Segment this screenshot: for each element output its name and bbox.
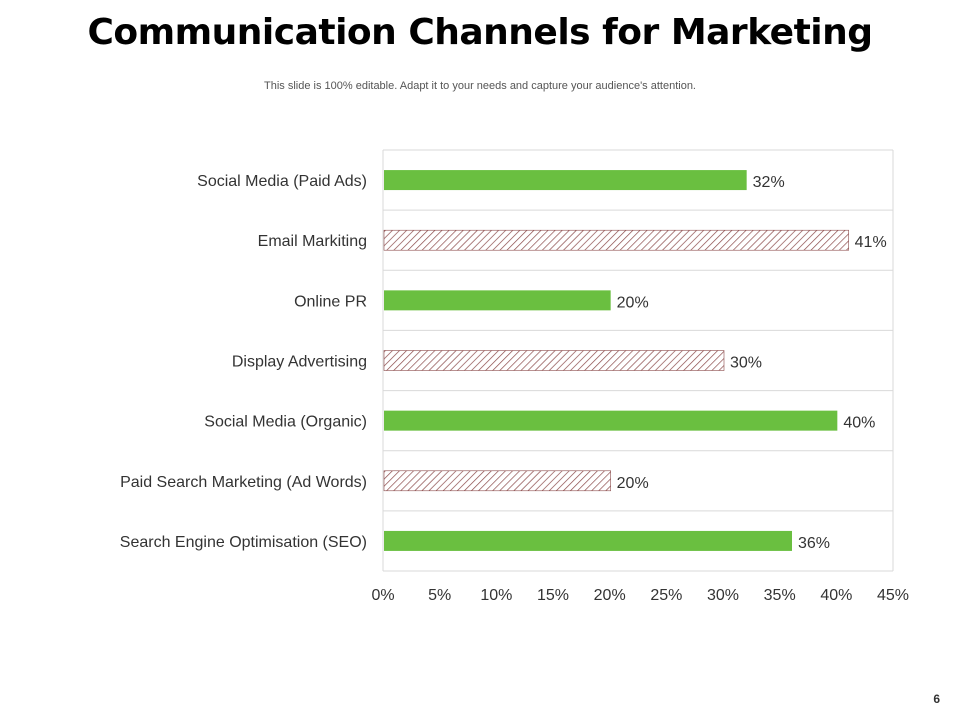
value-label: 20% — [617, 475, 649, 492]
slide-title: Communication Channels for Marketing — [87, 12, 873, 53]
x-tick-label: 30% — [707, 587, 739, 604]
category-label: Display Advertising — [232, 354, 367, 371]
x-tick-label: 10% — [480, 587, 512, 604]
bar — [383, 470, 611, 492]
category-label: Paid Search Marketing (Ad Words) — [120, 474, 367, 491]
category-label: Search Engine Optimisation (SEO) — [120, 534, 367, 551]
x-tick-label: 45% — [877, 587, 909, 604]
x-tick-label: 15% — [537, 587, 569, 604]
value-label: 40% — [843, 415, 875, 432]
slide-subtitle: This slide is 100% editable. Adapt it to… — [264, 80, 696, 92]
x-tick-label: 20% — [594, 587, 626, 604]
value-label: 36% — [798, 535, 830, 552]
chart-bars — [383, 170, 849, 551]
value-label: 41% — [855, 234, 887, 251]
bar — [384, 410, 838, 431]
chart-grid — [382, 149, 894, 572]
category-label: Online PR — [294, 293, 367, 310]
category-label: Email Markiting — [258, 233, 367, 250]
category-label: Social Media (Paid Ads) — [197, 173, 367, 190]
chart-labels: Social Media (Paid Ads) 32% Email Markitin… — [120, 173, 909, 604]
bar — [383, 350, 725, 371]
x-tick-label: 35% — [764, 587, 796, 604]
bar — [384, 530, 792, 551]
x-tick-label: 5% — [428, 587, 451, 604]
bar — [383, 229, 849, 251]
bar — [384, 170, 747, 191]
value-label: 30% — [730, 355, 762, 372]
category-label: Social Media (Organic) — [204, 414, 367, 431]
bar — [384, 290, 611, 311]
value-label: 20% — [617, 294, 649, 311]
x-tick-label: 0% — [371, 587, 394, 604]
x-tick-label: 25% — [650, 587, 682, 604]
value-label: 32% — [753, 174, 785, 191]
x-tick-label: 40% — [820, 587, 852, 604]
page-number: 6 — [933, 692, 940, 706]
